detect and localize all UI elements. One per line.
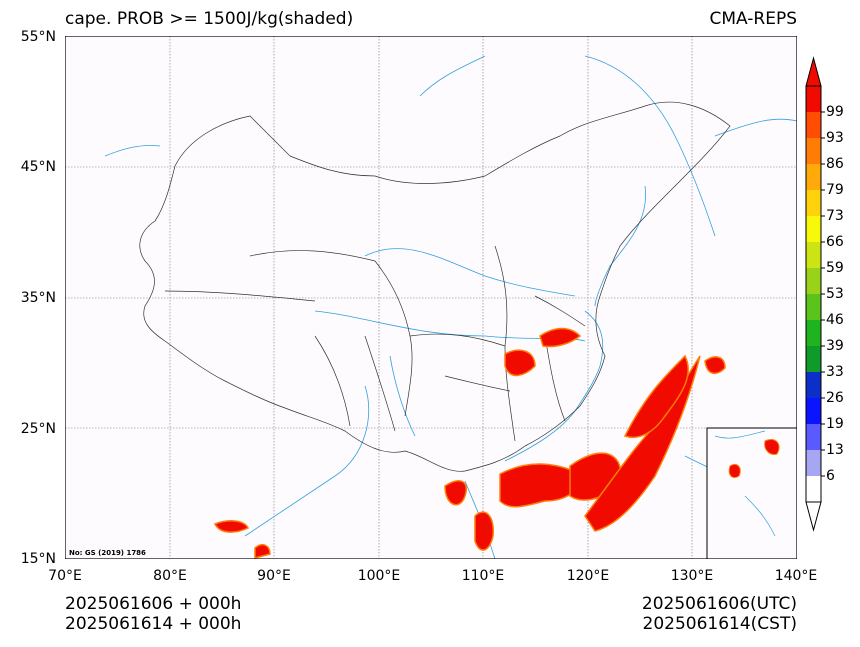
lon-tick-label: 70°E: [48, 568, 82, 584]
colorbar-level-label: 6: [826, 468, 835, 484]
colorbar-level-label: 66: [826, 234, 844, 250]
colorbar-level-label: 13: [826, 442, 844, 458]
inset-map: [707, 428, 797, 559]
colorbar-segment: [806, 346, 821, 372]
colorbar-segment: [806, 112, 821, 138]
lat-tick-label: 25°N: [8, 421, 56, 437]
map-approval-note: No: GS (2019) 1786: [69, 549, 146, 557]
colorbar-level-label: 86: [826, 156, 844, 172]
colorbar-level-label: 59: [826, 260, 844, 276]
valid-time-cst: 2025061614(CST): [642, 614, 797, 634]
colorbar-segment: [806, 294, 821, 320]
colorbar-segment: [806, 450, 821, 476]
colorbar-segment: [806, 268, 821, 294]
colorbar-level-label: 26: [826, 390, 844, 406]
colorbar-segment: [806, 476, 821, 502]
lon-tick-label: 100°E: [358, 568, 401, 584]
lon-tick-label: 130°E: [671, 568, 714, 584]
lon-tick-label: 90°E: [257, 568, 291, 584]
map-panel: No: GS (2019) 1786: [65, 36, 797, 559]
colorbar-level-label: 73: [826, 208, 844, 224]
map-background: [65, 36, 797, 559]
colorbar-segment: [806, 190, 821, 216]
chart-title: cape. PROB >= 1500J/kg(shaded): [65, 9, 353, 29]
colorbar-segment: [806, 86, 821, 112]
lat-tick-label: 55°N: [8, 29, 56, 45]
colorbar-min-extension: [806, 502, 821, 530]
forecast-time-right: 2025061606(UTC) 2025061614(CST): [642, 594, 797, 634]
lat-tick-label: 35°N: [8, 290, 56, 306]
forecast-time-left: 2025061606 + 000h 2025061614 + 000h: [65, 594, 241, 634]
colorbar-segment: [806, 164, 821, 190]
colorbar-segment: [806, 424, 821, 450]
lon-tick-label: 110°E: [462, 568, 505, 584]
lon-tick-label: 140°E: [775, 568, 818, 584]
colorbar-level-label: 33: [826, 364, 844, 380]
colorbar-segment: [806, 372, 821, 398]
model-name: CMA-REPS: [709, 9, 797, 29]
colorbar-max-extension: [806, 58, 821, 86]
colorbar-segment: [806, 242, 821, 268]
colorbar-level-label: 99: [826, 104, 844, 120]
colorbar-segment: [806, 216, 821, 242]
lon-tick-label: 120°E: [567, 568, 610, 584]
valid-time-utc: 2025061606(UTC): [642, 594, 797, 614]
colorbar-segment: [806, 320, 821, 346]
colorbar-level-label: 53: [826, 286, 844, 302]
init-time-cst: 2025061614 + 000h: [65, 614, 241, 634]
colorbar-level-label: 46: [826, 312, 844, 328]
lat-tick-label: 45°N: [8, 159, 56, 175]
lat-tick-label: 15°N: [8, 551, 56, 567]
colorbar-segment: [806, 138, 821, 164]
lon-tick-label: 80°E: [153, 568, 187, 584]
colorbar-level-label: 39: [826, 338, 844, 354]
colorbar-level-label: 93: [826, 130, 844, 146]
colorbar-segment: [806, 398, 821, 424]
colorbar-level-label: 79: [826, 182, 844, 198]
init-time-utc: 2025061606 + 000h: [65, 594, 241, 614]
colorbar-level-label: 19: [826, 416, 844, 432]
